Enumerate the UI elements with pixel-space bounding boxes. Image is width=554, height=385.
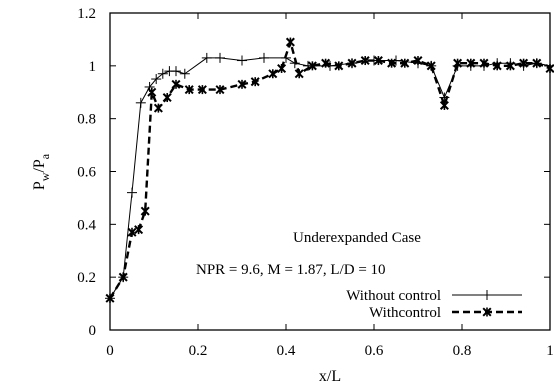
data-point (140, 206, 150, 216)
data-point (321, 58, 331, 68)
data-point (426, 61, 436, 71)
data-point (347, 58, 357, 68)
data-point (360, 56, 370, 66)
data-point (127, 187, 137, 198)
data-point (118, 272, 128, 282)
data-point (519, 58, 529, 68)
x-tick-label: 0 (106, 343, 114, 359)
data-point (466, 58, 476, 68)
data-point (259, 52, 269, 63)
legend-marker-without-control (482, 290, 492, 300)
data-point (505, 61, 515, 71)
y-tick-label: 0.8 (77, 112, 96, 128)
legend-marker-point (482, 307, 492, 317)
data-point (105, 293, 115, 303)
data-point (277, 63, 287, 73)
data-point (285, 37, 295, 47)
data-point (153, 103, 163, 113)
data-point (492, 61, 502, 71)
data-point (532, 58, 542, 68)
legend: Without control Withcontrol (346, 288, 522, 321)
data-point (215, 85, 225, 95)
data-point (453, 58, 463, 68)
legend-label-without-control: Without control (346, 288, 441, 304)
data-point (157, 68, 168, 79)
data-point (325, 60, 335, 71)
legend-marker-withcontrol (482, 307, 492, 317)
data-point (171, 79, 181, 89)
data-point (334, 61, 344, 71)
data-point (400, 58, 410, 68)
y-tick-label: 0.6 (77, 165, 96, 181)
data-point (237, 55, 247, 66)
data-point (162, 93, 172, 103)
x-tick-label: 0.2 (189, 343, 208, 359)
data-point (201, 52, 212, 63)
x-tick-label: 1 (546, 343, 554, 359)
y-axis-ticks: 0 0.2 0.4 0.6 0.8 1 1.2 (77, 6, 550, 339)
data-point (171, 66, 181, 77)
series-layer (105, 37, 554, 304)
data-point (479, 58, 489, 68)
data-point (151, 74, 162, 85)
data-point (307, 61, 317, 71)
data-point (197, 85, 207, 95)
data-point (387, 58, 397, 68)
x-tick-label: 0.4 (277, 343, 296, 359)
data-point (147, 87, 157, 97)
y-tick-label: 1 (89, 59, 97, 75)
annotation-case: Underexpanded Case (293, 230, 421, 246)
data-point (134, 225, 144, 235)
data-point (268, 69, 278, 79)
annotation-conditions: NPR = 9.6, M = 1.87, L/D = 10 (196, 262, 386, 278)
legend-marker-point (482, 290, 492, 300)
data-point (215, 52, 225, 63)
data-point (373, 56, 383, 66)
y-tick-label: 1.2 (77, 6, 96, 22)
y-tick-label: 0.4 (77, 217, 96, 233)
data-point (294, 69, 304, 79)
x-tick-label: 0.6 (365, 343, 384, 359)
x-axis-label: x/L (319, 368, 341, 385)
data-point (135, 97, 146, 108)
y-tick-label: 0 (89, 323, 97, 339)
x-axis-ticks: 0 0.2 0.4 0.6 0.8 1 (106, 13, 554, 359)
y-tick-label: 0.2 (77, 270, 96, 286)
data-point (545, 63, 554, 73)
data-point (413, 56, 423, 66)
data-point (179, 68, 190, 79)
data-point (250, 77, 260, 87)
y-axis-label: Pw/Pa (31, 153, 52, 190)
data-point (127, 227, 137, 237)
x-tick-label: 0.8 (453, 343, 472, 359)
data-point (237, 79, 247, 89)
data-point (439, 100, 449, 110)
legend-label-withcontrol: Withcontrol (369, 305, 441, 321)
data-point (184, 85, 194, 95)
